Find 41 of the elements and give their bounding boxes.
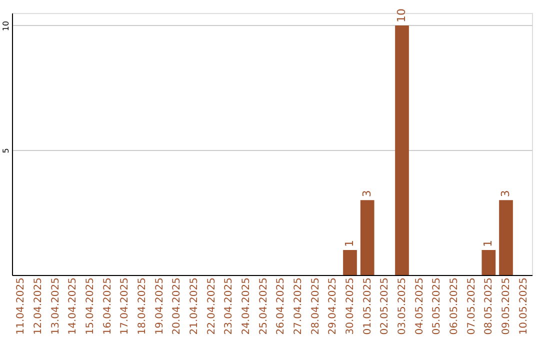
x-tick-label: 13.04.2025: [50, 278, 62, 335]
x-tick-label: 30.04.2025: [345, 278, 356, 335]
bar: [343, 250, 357, 275]
x-tick-label: 27.04.2025: [293, 278, 304, 335]
x-tick-label: 01.05.2025: [362, 278, 374, 335]
x-tick-label: 16.04.2025: [102, 278, 114, 335]
x-tick-label: 20.04.2025: [172, 278, 183, 335]
bar: [499, 200, 513, 275]
x-tick-label: 05.05.2025: [432, 278, 443, 335]
x-tick-label: 11.04.2025: [16, 278, 27, 335]
x-tick-label: 26.04.2025: [276, 278, 287, 335]
data-label: 1: [343, 240, 356, 248]
x-tick-label: 21.04.2025: [189, 278, 200, 335]
x-tick-label: 19.04.2025: [154, 278, 166, 335]
x-tick-label: 08.05.2025: [484, 278, 495, 335]
y-tick-label: 5: [2, 148, 10, 154]
data-label: 3: [499, 190, 512, 198]
x-tick-label: 04.05.2025: [414, 278, 426, 335]
bar: [360, 200, 374, 275]
x-tick-label: 14.04.2025: [68, 278, 79, 335]
x-tick-label: 24.04.2025: [241, 278, 252, 335]
data-label: 10: [395, 8, 408, 22]
x-tick-label: 18.04.2025: [137, 278, 148, 335]
x-tick-label: 29.04.2025: [328, 278, 339, 335]
x-tick-label: 17.04.2025: [120, 278, 131, 335]
bar: [395, 25, 409, 275]
x-tick-label: 15.04.2025: [85, 278, 96, 335]
x-tick-label: 02.05.2025: [380, 278, 391, 335]
x-tick-label: 28.04.2025: [310, 278, 322, 335]
x-tick-label: 22.04.2025: [206, 278, 218, 335]
data-label: 3: [360, 190, 374, 198]
data-label: 1: [482, 240, 495, 248]
x-tick-label: 03.05.2025: [397, 278, 408, 335]
x-tick-label: 06.05.2025: [449, 278, 460, 335]
x-tick-label: 09.05.2025: [501, 278, 512, 335]
x-tick-label: 10.05.2025: [518, 278, 530, 335]
x-tick-label: 12.04.2025: [33, 278, 44, 335]
bar: [482, 250, 496, 275]
x-tick-label: 23.04.2025: [224, 278, 235, 335]
x-tick-label: 07.05.2025: [466, 278, 478, 335]
x-tick-label: 25.04.2025: [258, 278, 270, 335]
